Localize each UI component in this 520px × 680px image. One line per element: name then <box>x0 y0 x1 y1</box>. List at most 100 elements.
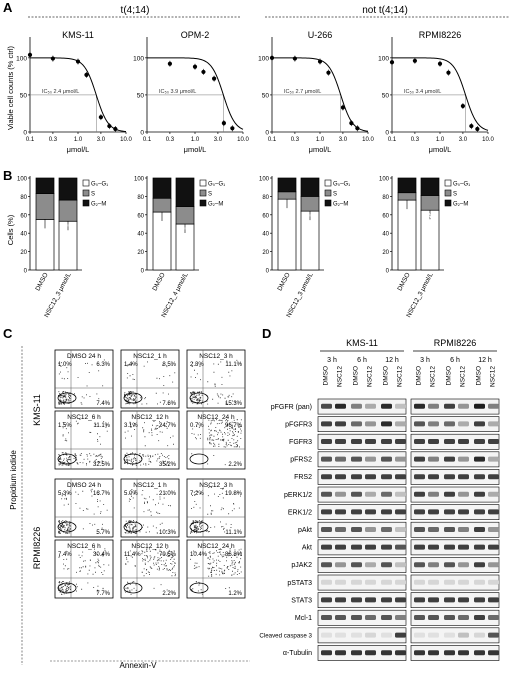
blot-band <box>351 456 362 462</box>
plot-frame <box>120 410 180 470</box>
plot-title: DMSO 24 h <box>67 353 101 360</box>
y-tick-label: 50 <box>137 92 145 99</box>
blot-band <box>351 632 362 638</box>
panel-a: KMS-11 0 50 100 0.1 0.3 1.0 3.0 10.0 μmol/L IC₅₀ 2… <box>16 30 494 154</box>
legend-swatch <box>82 199 90 207</box>
legend-swatch <box>199 179 207 187</box>
x-axis-label: μmol/L <box>429 145 452 154</box>
blot-band <box>488 474 499 480</box>
gate-ellipse <box>57 392 77 404</box>
group-header-left: t(4;14) <box>121 5 150 16</box>
blot-band <box>474 562 485 568</box>
row-label-rpmi8226: RPMI8226 <box>32 527 42 570</box>
blot-band <box>458 544 469 550</box>
bar-segment <box>277 198 297 271</box>
blot-band <box>381 439 392 444</box>
plot-title: NSC12_1 h <box>133 353 167 360</box>
ic50-label: IC₅₀ 3.9 μmol/L <box>159 89 196 95</box>
quadrant-ul: 7.4% <box>58 552 72 558</box>
row-label-kms11: KMS-11 <box>32 394 42 426</box>
blot-band <box>488 615 499 620</box>
lane-label: DMSO <box>323 366 330 386</box>
group-header-right: not t(4;14) <box>362 5 408 16</box>
blot-band <box>488 579 499 585</box>
gate-ellipse <box>57 582 77 594</box>
category-label: DMSO <box>396 272 411 293</box>
protein-label: pSTAT3 <box>287 580 312 587</box>
x-tick-label: 10.0 <box>237 137 249 143</box>
legend-swatch <box>199 189 207 197</box>
protein-label: STAT3 <box>291 597 312 604</box>
gate-ellipse <box>189 392 209 404</box>
gate-ellipse <box>189 453 209 465</box>
blot-band <box>474 615 485 620</box>
data-point <box>475 126 480 132</box>
blot-band <box>488 509 499 515</box>
blot-band <box>381 597 392 603</box>
data-point <box>412 58 418 63</box>
time-label: 3 h <box>420 357 430 364</box>
plot-frame <box>186 410 246 470</box>
quadrant-lr: 7.7% <box>96 591 110 597</box>
protein-label: pAkt <box>298 527 312 534</box>
blot-band <box>395 579 406 585</box>
y-tick-label: 60 <box>20 213 27 219</box>
blot-band <box>414 456 425 462</box>
fit-curve <box>147 57 244 130</box>
blot-band <box>428 509 439 515</box>
quadrant-lr: 32.5% <box>93 462 111 468</box>
x-tick-label: 0.1 <box>26 137 35 143</box>
quadrant-ul: 1.4% <box>124 362 138 368</box>
significance-mark: ** <box>182 227 188 234</box>
quadrant-ul: 5.0% <box>124 491 138 497</box>
blot-band <box>351 439 362 444</box>
data-point <box>113 126 118 132</box>
quadrant-ul: 2.3% <box>190 362 204 368</box>
gate-ellipse <box>123 582 143 594</box>
blot-band <box>351 544 362 550</box>
quadrant-ur: 79.5% <box>159 552 177 558</box>
time-label: 3 h <box>327 357 337 364</box>
blot-band <box>474 474 485 480</box>
bar-segment <box>175 206 195 225</box>
x-tick-label: 3.0 <box>459 137 468 143</box>
blot-band <box>381 615 392 620</box>
x-tick-label: 3.0 <box>339 137 348 143</box>
cell-line-label: KMS-11 <box>346 338 378 348</box>
y-tick-label: 100 <box>379 177 390 183</box>
blot-band <box>488 403 499 409</box>
blot-band <box>381 527 392 532</box>
lane-label: DMSO <box>476 366 483 386</box>
blot-band <box>444 456 455 462</box>
data-point <box>27 52 33 57</box>
blot-band <box>351 650 362 656</box>
blot-band <box>458 597 469 603</box>
data-point <box>469 123 474 129</box>
quadrant-lr: 10.3% <box>159 530 177 536</box>
blot-band <box>351 527 362 532</box>
blot-band <box>458 615 469 620</box>
dot-plot: NSC12_24 h 0.7% 96.7% 2.2% <box>186 410 246 470</box>
panel-b-ylabel: Cells (%) <box>6 214 15 245</box>
blot-band <box>381 491 392 497</box>
legend-label: S <box>453 192 457 198</box>
blot-band <box>381 632 392 638</box>
blot-band <box>428 597 439 603</box>
blot-band <box>458 527 469 532</box>
blot-band <box>414 403 425 409</box>
blot-band <box>335 421 346 427</box>
plot-title: DMSO 24 h <box>67 482 101 489</box>
gate-ellipse <box>57 521 77 533</box>
quadrant-lr: 11.1% <box>225 530 242 536</box>
legend-label: G₂–M <box>91 202 106 208</box>
blot-band <box>335 615 346 620</box>
protein-label: Akt <box>302 545 312 552</box>
blot-band <box>335 491 346 497</box>
significance-mark: # <box>428 213 432 220</box>
lane-label: DMSO <box>416 366 423 386</box>
x-tick-label: 10.0 <box>120 137 132 143</box>
y-tick-label: 100 <box>258 55 269 62</box>
significance-mark: ** <box>307 214 313 221</box>
time-label: 6 h <box>450 357 460 364</box>
